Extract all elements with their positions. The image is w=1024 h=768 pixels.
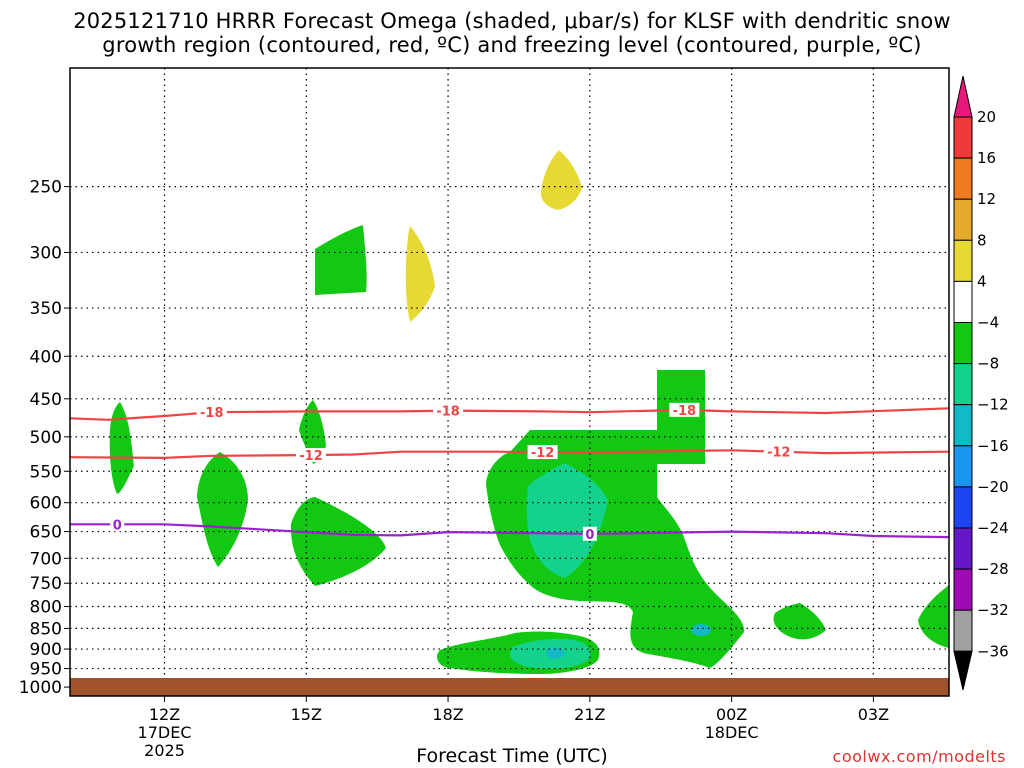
y-tick-label: 800 <box>30 598 62 618</box>
omega-region-11 <box>546 647 565 659</box>
x-tick-label: 12Z <box>149 705 180 724</box>
colorbar-label: 4 <box>977 272 987 290</box>
y-tick-label: 650 <box>30 523 62 543</box>
omega-region-13 <box>918 585 949 648</box>
y-tick-label: 750 <box>30 574 62 594</box>
colorbar-label: −12 <box>977 396 1009 414</box>
omega-core-small <box>691 624 711 636</box>
colorbar-swatch <box>953 568 973 611</box>
colorbar-label: 12 <box>977 190 996 208</box>
x-tick-date: 17DEC <box>138 723 192 742</box>
y-tick-label: 1000 <box>19 678 62 698</box>
colorbar-label: −28 <box>977 560 1009 578</box>
y-tick-label: 300 <box>30 243 62 263</box>
colorbar-top-arrow <box>953 75 973 118</box>
y-tick-label: 250 <box>30 178 62 198</box>
omega-region-12 <box>773 603 826 640</box>
colorbar-swatch <box>953 322 973 365</box>
x-tick-label: 15Z <box>291 705 322 724</box>
contour-label-bg <box>296 448 327 463</box>
y-tick-label: 550 <box>30 462 62 482</box>
site-credit: coolwx.com/modelts <box>832 747 1006 766</box>
y-tick-label: 700 <box>30 549 62 569</box>
colorbar-label: 8 <box>977 231 987 249</box>
grid-lines <box>70 68 949 696</box>
contour-label-bg <box>763 444 794 459</box>
contour-label-bg <box>669 402 700 417</box>
colorbar-swatch <box>953 445 973 488</box>
colorbar-label: −20 <box>977 478 1009 496</box>
contour-label-bg <box>433 403 464 418</box>
colorbar-swatch <box>953 404 973 447</box>
colorbar-label: −8 <box>977 355 999 373</box>
colorbar-swatch <box>953 609 973 652</box>
omega-region-0 <box>109 402 134 494</box>
colorbar: 20 16 12 8 4 −4 −8 −12 −16 −20 −24 −28 −32 −36 <box>953 75 1009 691</box>
omega-region-8 <box>526 463 608 578</box>
y-tick-label: 400 <box>30 347 62 367</box>
omega-region-5 <box>405 226 435 322</box>
colorbar-swatch <box>953 198 973 241</box>
colorbar-label: −4 <box>977 314 999 332</box>
contour-label: -12 <box>299 449 323 464</box>
omega-region-4 <box>315 225 367 295</box>
colorbar-swatch <box>953 239 973 282</box>
x-tick-label: 18Z <box>432 705 463 724</box>
colorbar-label: −32 <box>977 601 1009 619</box>
y-tick-label: 500 <box>30 428 62 448</box>
omega-region-3 <box>290 497 386 586</box>
colorbar-swatch <box>953 280 973 323</box>
y-tick-label: 950 <box>30 660 62 680</box>
colorbar-label: 20 <box>977 108 996 126</box>
chart-title-line-1: 2025121710 HRRR Forecast Omega (shaded, … <box>73 9 951 33</box>
colorbar-swatch <box>953 363 973 406</box>
x-tick-year: 2025 <box>144 741 185 760</box>
colorbar-bottom-arrow <box>953 650 973 691</box>
contour-label: -12 <box>531 446 555 461</box>
contour-label-bg <box>582 526 597 541</box>
colorbar-swatch <box>953 486 973 529</box>
y-tick-label: 450 <box>30 390 62 410</box>
contour-label: -18 <box>200 406 224 421</box>
contour-label: 0 <box>113 518 122 533</box>
omega-region-7 <box>486 370 745 668</box>
contour-label: -18 <box>436 405 460 420</box>
contour-label-bg <box>527 445 558 460</box>
contour-line--12 <box>70 449 949 460</box>
contour-label: -18 <box>673 404 697 419</box>
omega-region-6 <box>541 150 582 210</box>
x-tick-date: 18DEC <box>705 723 759 742</box>
contour-label-bg <box>196 405 227 420</box>
x-tick-label: 00Z <box>716 705 747 724</box>
omega-region-1 <box>197 452 248 567</box>
colorbar-label: −16 <box>977 437 1009 455</box>
contour-label: 0 <box>585 528 594 543</box>
plot-frame <box>69 67 950 697</box>
temperature-contours: -18 -18 -18 -12 -12 -12 0 0 <box>70 402 949 543</box>
contour-label-bg <box>110 517 125 532</box>
chart-title-line-2: growth region (contoured, red, ºC) and f… <box>102 33 922 57</box>
colorbar-label: −36 <box>977 642 1009 660</box>
contour-line-0 <box>70 523 949 539</box>
colorbar-swatch <box>953 116 973 159</box>
colorbar-label: 16 <box>977 149 996 167</box>
y-tick-label: 350 <box>30 299 62 319</box>
terrain-ground <box>70 678 949 696</box>
colorbar-swatch <box>953 527 973 570</box>
colorbar-label: −24 <box>977 519 1009 537</box>
omega-shading <box>109 150 949 674</box>
y-tick-label: 850 <box>30 619 62 639</box>
y-tick-label: 900 <box>30 640 62 660</box>
x-tick-label: 21Z <box>574 705 605 724</box>
colorbar-swatch <box>953 157 973 200</box>
x-tick-label: 03Z <box>858 705 889 724</box>
y-tick-label: 600 <box>30 494 62 514</box>
contour-label: -12 <box>767 446 791 461</box>
y-axis: 2503003504004505005506006507007508008509… <box>19 178 70 698</box>
x-axis-title: Forecast Time (UTC) <box>416 745 608 767</box>
